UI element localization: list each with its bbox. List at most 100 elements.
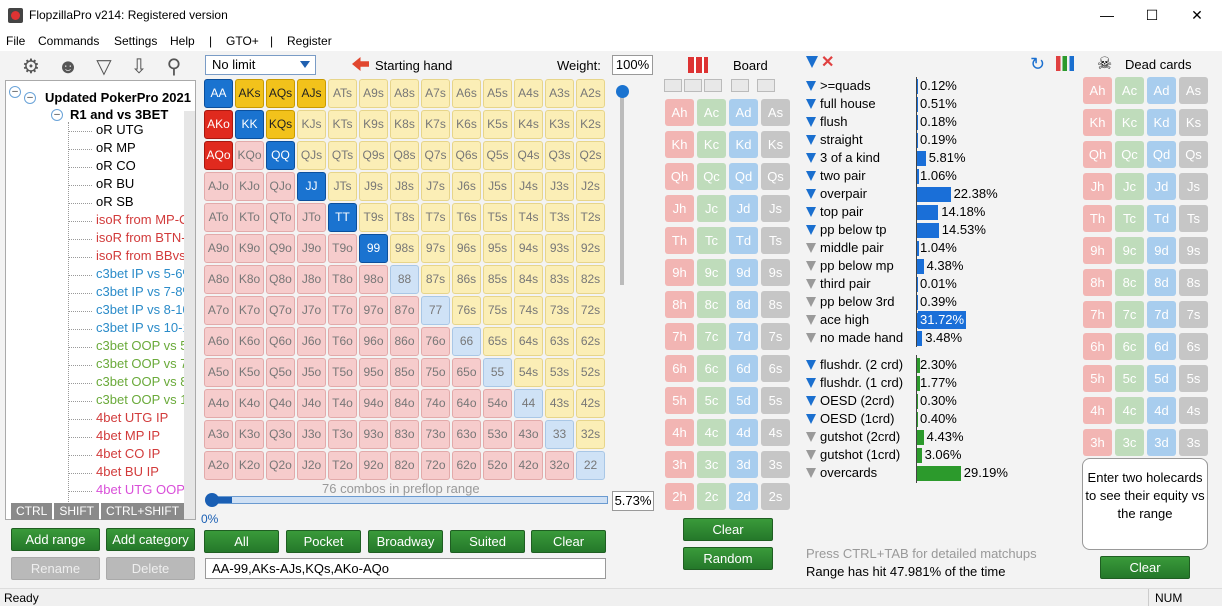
tree-item[interactable]: 4bet BU IP: [96, 464, 159, 479]
hand-cell[interactable]: J3s: [545, 172, 574, 201]
stat-row[interactable]: >=quads: [806, 77, 871, 95]
card-Jd[interactable]: Jd: [1147, 173, 1176, 200]
card-9c[interactable]: 9c: [1115, 237, 1144, 264]
hand-cell[interactable]: 73o: [421, 420, 450, 449]
stat-row[interactable]: top pair: [806, 203, 863, 221]
hand-cell[interactable]: T3o: [328, 420, 357, 449]
hand-cell[interactable]: 64s: [514, 327, 543, 356]
hand-cell[interactable]: 52s: [576, 358, 605, 387]
hand-cell[interactable]: K4s: [514, 110, 543, 139]
hand-cell[interactable]: Q8o: [266, 265, 295, 294]
hand-cell[interactable]: 74o: [421, 389, 450, 418]
hand-cell[interactable]: 72o: [421, 451, 450, 480]
delete-button[interactable]: Delete: [106, 557, 195, 580]
all-button[interactable]: All: [204, 530, 279, 553]
hand-cell[interactable]: Q5o: [266, 358, 295, 387]
limit-select[interactable]: No limit: [205, 55, 316, 75]
card-5s[interactable]: 5s: [1179, 365, 1208, 392]
card-Jd[interactable]: Jd: [729, 195, 758, 222]
card-Ad[interactable]: Ad: [1147, 77, 1176, 104]
hand-cell[interactable]: Q2o: [266, 451, 295, 480]
hand-cell[interactable]: 63s: [545, 327, 574, 356]
tree-item[interactable]: c3bet OOP vs 12%: [96, 392, 196, 407]
card-5d[interactable]: 5d: [1147, 365, 1176, 392]
stat-row[interactable]: overpair: [806, 185, 867, 203]
hand-cell[interactable]: KQo: [235, 141, 264, 170]
filter-icon[interactable]: [806, 153, 816, 163]
hand-cell[interactable]: A2s: [576, 79, 605, 108]
card-Th[interactable]: Th: [1083, 205, 1112, 232]
hand-cell[interactable]: ATo: [204, 203, 233, 232]
hand-cell[interactable]: K4o: [235, 389, 264, 418]
hand-cell[interactable]: K7s: [421, 110, 450, 139]
filter-icon[interactable]: [806, 378, 816, 388]
tree-item[interactable]: c3bet OOP vs 8-10%: [96, 374, 195, 389]
collapse-icon[interactable]: –: [9, 86, 21, 98]
hand-cell[interactable]: K5o: [235, 358, 264, 387]
hand-cell[interactable]: 63o: [452, 420, 481, 449]
card-8s[interactable]: 8s: [761, 291, 790, 318]
card-Js[interactable]: Js: [1179, 173, 1208, 200]
card-5h[interactable]: 5h: [665, 387, 694, 414]
hand-cell[interactable]: T2s: [576, 203, 605, 232]
hand-cell[interactable]: Q3s: [545, 141, 574, 170]
filter-icon[interactable]: [806, 135, 816, 145]
stat-row[interactable]: gutshot (2crd): [806, 428, 900, 446]
chart-icon[interactable]: [1056, 56, 1074, 71]
card-Ts[interactable]: Ts: [1179, 205, 1208, 232]
menu-register[interactable]: Register: [287, 34, 332, 48]
search-icon[interactable]: ⚲: [166, 56, 182, 78]
card-Tc[interactable]: Tc: [697, 227, 726, 254]
tree-item[interactable]: 4bet UTG IP: [96, 410, 169, 425]
hand-cell[interactable]: 54o: [483, 389, 512, 418]
hand-cell[interactable]: 83s: [545, 265, 574, 294]
add-range-button[interactable]: Add range: [11, 528, 100, 551]
tree-item[interactable]: oR CO: [96, 158, 136, 173]
hand-cell[interactable]: 64o: [452, 389, 481, 418]
card-4d[interactable]: 4d: [729, 419, 758, 446]
hand-cell[interactable]: J2o: [297, 451, 326, 480]
card-3c[interactable]: 3c: [697, 451, 726, 478]
hand-cell[interactable]: A5s: [483, 79, 512, 108]
collapse-icon[interactable]: –: [51, 109, 63, 121]
hand-cell[interactable]: AJs: [297, 79, 326, 108]
minimize-button[interactable]: —: [1100, 7, 1114, 23]
hand-cell[interactable]: K6o: [235, 327, 264, 356]
hand-cell[interactable]: 52o: [483, 451, 512, 480]
card-Ac[interactable]: Ac: [697, 99, 726, 126]
menu-settings[interactable]: Settings: [114, 34, 158, 48]
rename-button[interactable]: Rename: [11, 557, 100, 580]
hand-cell[interactable]: 43s: [545, 389, 574, 418]
card-Jc[interactable]: Jc: [697, 195, 726, 222]
card-7h[interactable]: 7h: [1083, 301, 1112, 328]
hand-cell[interactable]: 66: [452, 327, 481, 356]
hand-cell[interactable]: AKo: [204, 110, 233, 139]
hand-cell[interactable]: K9s: [359, 110, 388, 139]
card-4c[interactable]: 4c: [1115, 397, 1144, 424]
hand-cell[interactable]: K8s: [390, 110, 419, 139]
card-Kd[interactable]: Kd: [1147, 109, 1176, 136]
hand-cell[interactable]: 53o: [483, 420, 512, 449]
collapse-icon[interactable]: –: [24, 92, 36, 104]
card-4c[interactable]: 4c: [697, 419, 726, 446]
hand-cell[interactable]: QJs: [297, 141, 326, 170]
tree-item[interactable]: c3bet OOP vs 5-6%: [96, 338, 195, 353]
card-8h[interactable]: 8h: [665, 291, 694, 318]
card-6d[interactable]: 6d: [729, 355, 758, 382]
hand-cell[interactable]: A9o: [204, 234, 233, 263]
hand-cell[interactable]: 96o: [359, 327, 388, 356]
hand-cell[interactable]: 62s: [576, 327, 605, 356]
card-5d[interactable]: 5d: [729, 387, 758, 414]
stat-row[interactable]: pp below tp: [806, 221, 887, 239]
hand-cell[interactable]: JJ: [297, 172, 326, 201]
hand-cell[interactable]: 42o: [514, 451, 543, 480]
card-Qd[interactable]: Qd: [729, 163, 758, 190]
hand-cell[interactable]: A7o: [204, 296, 233, 325]
hand-cell[interactable]: A4s: [514, 79, 543, 108]
filter-icon[interactable]: [806, 297, 816, 307]
slider-knob[interactable]: [616, 85, 629, 98]
hand-cell[interactable]: 84o: [390, 389, 419, 418]
stat-row[interactable]: straight: [806, 131, 863, 149]
card-6c[interactable]: 6c: [697, 355, 726, 382]
hand-cell[interactable]: 88: [390, 265, 419, 294]
